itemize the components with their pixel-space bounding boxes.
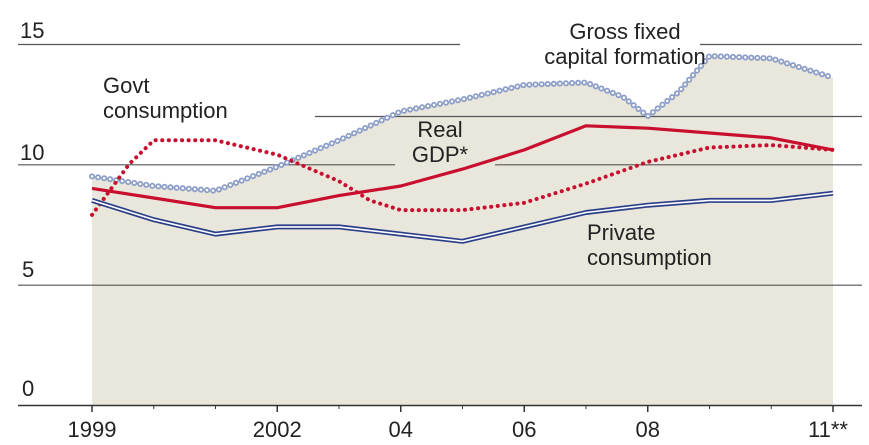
x-tick-label-2002: 2002	[253, 417, 302, 442]
grid-layer	[18, 43, 862, 407]
series-label-line: capital formation	[544, 44, 705, 69]
x-tick-label-1999: 1999	[68, 417, 117, 442]
y-tick-label-15: 15	[20, 18, 44, 43]
series-label-private-consumption: Private consumption	[587, 220, 712, 270]
y-tick-label-5: 5	[22, 257, 34, 282]
series-label-gross-fixed-capital-formation: Gross fixed capital formation	[544, 19, 705, 69]
series-label-line: consumption	[103, 98, 228, 123]
x-tick-label-08: 08	[636, 417, 660, 442]
y-tick-label-10: 10	[20, 140, 44, 165]
series-label-line: GDP*	[412, 142, 469, 167]
series-line-private-consumption-inner	[91, 192, 834, 243]
series-layer	[89, 53, 836, 244]
series-label-line: Private	[587, 220, 655, 245]
area-layer	[92, 56, 833, 405]
series-label-line: Gross fixed	[569, 19, 680, 44]
series-label-line: consumption	[587, 245, 712, 270]
series-label-real-gdp: Real GDP*	[412, 117, 469, 167]
series-line-govt-consumption	[90, 138, 835, 217]
series-label-govt-consumption: Govt consumption	[103, 73, 228, 123]
series-line-gross-fixed-capital-formation-inner	[90, 54, 835, 193]
series-label-layer: Gross fixed capital formation Real GDP* Govt…	[103, 19, 712, 270]
series-line-real-gdp	[91, 124, 834, 210]
x-tick-label-06: 06	[512, 417, 536, 442]
series-label-line: Govt	[103, 73, 149, 98]
y-tick-label-0: 0	[22, 376, 34, 401]
series-label-line: Real	[417, 117, 462, 142]
tick-layer: 0 5 10 15 1999 2002 04 06 08 11**	[20, 18, 848, 442]
x-tick-label-04: 04	[389, 417, 413, 442]
area-fill-gross-fixed-capital-formation	[92, 56, 833, 405]
x-tick-label-11: 11**	[808, 417, 848, 442]
